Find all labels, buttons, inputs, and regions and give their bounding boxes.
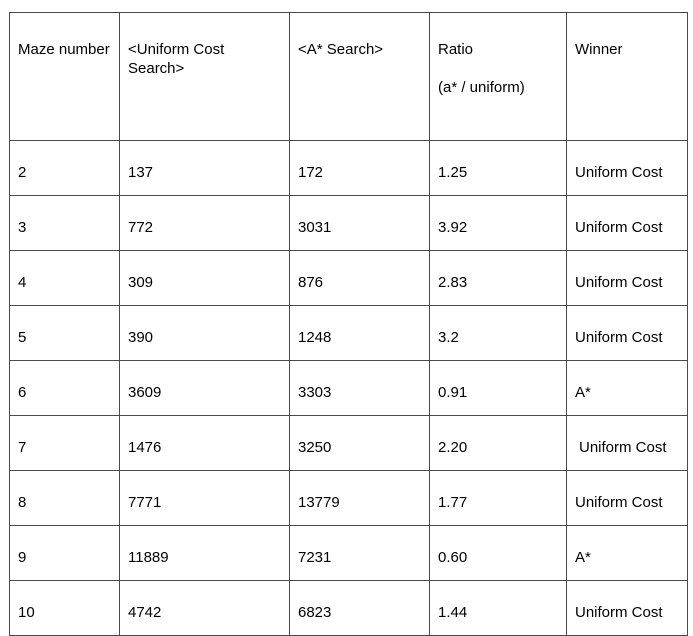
cell-maze: 7 xyxy=(9,415,120,471)
cell-winner: Uniform Cost xyxy=(566,580,688,636)
cell-winner: A* xyxy=(566,360,688,416)
header-winner: Winner xyxy=(566,12,688,141)
cell-uniform: 11889 xyxy=(119,525,290,581)
cell-ratio: 0.91 xyxy=(429,360,567,416)
cell-maze: 6 xyxy=(9,360,120,416)
cell-maze: 9 xyxy=(9,525,120,581)
table-row: 3 772 3031 3.92 Uniform Cost xyxy=(9,195,688,251)
header-uniform-cost: <Uniform Cost Search> xyxy=(119,12,290,141)
cell-uniform: 4742 xyxy=(119,580,290,636)
cell-ratio: 2.20 xyxy=(429,415,567,471)
cell-winner: Uniform Cost xyxy=(566,195,688,251)
cell-uniform: 309 xyxy=(119,250,290,306)
cell-uniform: 390 xyxy=(119,305,290,361)
cell-maze: 2 xyxy=(9,140,120,196)
cell-astar: 876 xyxy=(289,250,430,306)
cell-astar: 13779 xyxy=(289,470,430,526)
cell-winner: Uniform Cost xyxy=(566,470,688,526)
cell-winner: Uniform Cost xyxy=(566,250,688,306)
header-maze-number: Maze number xyxy=(9,12,120,141)
cell-uniform: 137 xyxy=(119,140,290,196)
cell-astar: 172 xyxy=(289,140,430,196)
cell-ratio: 1.77 xyxy=(429,470,567,526)
cell-astar: 3303 xyxy=(289,360,430,416)
cell-astar: 3250 xyxy=(289,415,430,471)
table-row: 4 309 876 2.83 Uniform Cost xyxy=(9,250,688,306)
cell-winner: Uniform Cost xyxy=(566,305,688,361)
cell-maze: 10 xyxy=(9,580,120,636)
cell-ratio: 2.83 xyxy=(429,250,567,306)
cell-maze: 8 xyxy=(9,470,120,526)
cell-maze: 5 xyxy=(9,305,120,361)
table-row: 6 3609 3303 0.91 A* xyxy=(9,360,688,416)
cell-winner: Uniform Cost xyxy=(566,415,688,471)
cell-astar: 3031 xyxy=(289,195,430,251)
cell-uniform: 772 xyxy=(119,195,290,251)
cell-ratio: 1.25 xyxy=(429,140,567,196)
cell-winner: Uniform Cost xyxy=(566,140,688,196)
table-row: 10 4742 6823 1.44 Uniform Cost xyxy=(9,580,688,636)
table-row: 9 11889 7231 0.60 A* xyxy=(9,525,688,581)
cell-astar: 1248 xyxy=(289,305,430,361)
cell-ratio: 3.2 xyxy=(429,305,567,361)
table-row: 5 390 1248 3.2 Uniform Cost xyxy=(9,305,688,361)
cell-ratio: 1.44 xyxy=(429,580,567,636)
cell-maze: 3 xyxy=(9,195,120,251)
table-row: 7 1476 3250 2.20 Uniform Cost xyxy=(9,415,688,471)
cell-maze: 4 xyxy=(9,250,120,306)
header-a-star: <A* Search> xyxy=(289,12,430,141)
cell-uniform: 7771 xyxy=(119,470,290,526)
results-table: Maze number <Uniform Cost Search> <A* Se… xyxy=(9,12,688,636)
cell-uniform: 1476 xyxy=(119,415,290,471)
cell-astar: 6823 xyxy=(289,580,430,636)
cell-astar: 7231 xyxy=(289,525,430,581)
cell-uniform: 3609 xyxy=(119,360,290,416)
header-row: Maze number <Uniform Cost Search> <A* Se… xyxy=(9,12,688,141)
cell-ratio: 3.92 xyxy=(429,195,567,251)
cell-ratio: 0.60 xyxy=(429,525,567,581)
ratio-label: Ratio xyxy=(438,41,474,58)
table-row: 8 7771 13779 1.77 Uniform Cost xyxy=(9,470,688,526)
ratio-sublabel: (a* / uniform) xyxy=(438,79,525,96)
cell-winner: A* xyxy=(566,525,688,581)
header-ratio: Ratio (a* / uniform) xyxy=(429,12,567,141)
table-row: 2 137 172 1.25 Uniform Cost xyxy=(9,140,688,196)
